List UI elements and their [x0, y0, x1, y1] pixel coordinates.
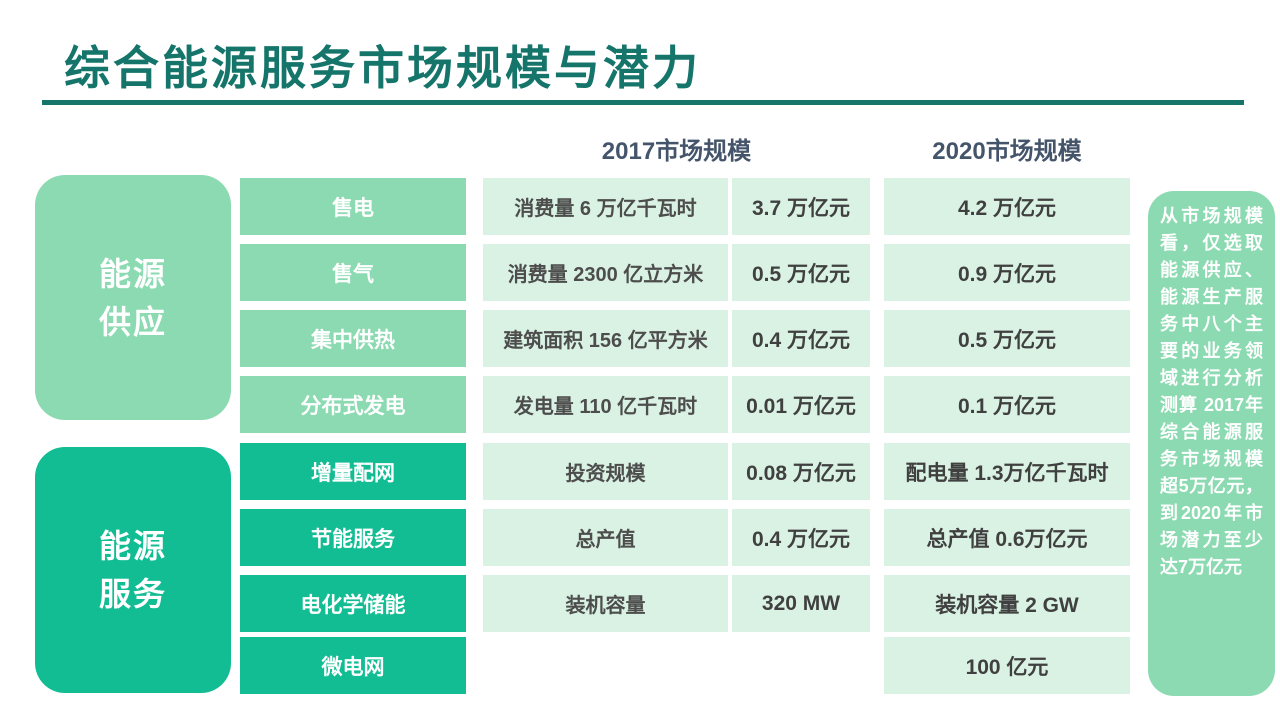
category-cell: 电化学储能 — [240, 575, 466, 632]
value-cell-2020: 配电量 1.3万亿千瓦时 — [884, 443, 1130, 500]
group-block-energy-service: 能源 服务 — [35, 447, 231, 693]
group-label-line: 供应 — [98, 303, 167, 340]
category-cell: 节能服务 — [240, 509, 466, 566]
value-cell-2020: 0.1 万亿元 — [884, 376, 1130, 433]
value-cell-2020: 100 亿元 — [884, 637, 1130, 694]
table-row: 分布式发电 发电量 110 亿千瓦时 0.01 万亿元 0.1 万亿元 — [0, 376, 1280, 433]
value-cell-2017: 3.7 万亿元 — [732, 178, 870, 235]
desc-cell-2017: 建筑面积 156 亿平方米 — [483, 310, 728, 367]
column-header-2020: 2020市场规模 — [932, 138, 1082, 165]
page-title: 综合能源服务市场规模与潜力 — [64, 42, 701, 94]
group-label-line: 能源 — [98, 255, 167, 292]
column-header-2017: 2017市场规模 — [601, 138, 752, 165]
table-row: 售电 消费量 6 万亿千瓦时 3.7 万亿元 4.2 万亿元 — [0, 178, 1280, 235]
category-cell: 微电网 — [240, 637, 466, 694]
value-cell-2017: 0.5 万亿元 — [732, 244, 870, 301]
table-row: 增量配网 投资规模 0.08 万亿元 配电量 1.3万亿千瓦时 — [0, 443, 1280, 500]
value-cell-2020: 总产值 0.6万亿元 — [884, 509, 1130, 566]
value-cell-2020: 装机容量 2 GW — [884, 575, 1130, 632]
group-label-line: 服务 — [98, 576, 167, 612]
category-cell: 集中供热 — [240, 310, 466, 367]
group-block-energy-supply: 能源 供应 — [35, 175, 231, 420]
value-cell-2020: 0.5 万亿元 — [884, 310, 1130, 367]
value-cell-2017: 0.4 万亿元 — [732, 509, 870, 566]
category-cell: 售气 — [240, 244, 466, 301]
title-underline — [42, 100, 1244, 105]
value-cell-2017: 320 MW — [732, 575, 870, 632]
desc-cell-2017: 装机容量 — [483, 575, 728, 632]
group-label-line: 能源 — [98, 528, 167, 564]
value-cell-2017: 0.08 万亿元 — [732, 443, 870, 500]
value-cell-2020: 0.9 万亿元 — [884, 244, 1130, 301]
table-row: 售气 消费量 2300 亿立方米 0.5 万亿元 0.9 万亿元 — [0, 244, 1280, 301]
value-cell-2017: 0.4 万亿元 — [732, 310, 870, 367]
table-row: 节能服务 总产值 0.4 万亿元 总产值 0.6万亿元 — [0, 509, 1280, 566]
desc-cell-2017: 投资规模 — [483, 443, 728, 500]
table-row: 集中供热 建筑面积 156 亿平方米 0.4 万亿元 0.5 万亿元 — [0, 310, 1280, 367]
value-cell-2017: 0.01 万亿元 — [732, 376, 870, 433]
category-cell: 分布式发电 — [240, 376, 466, 433]
category-cell: 售电 — [240, 178, 466, 235]
desc-cell-2017: 消费量 6 万亿千瓦时 — [483, 178, 728, 235]
sidebar-note: 从市场规模看，仅选取能源供应、能源生产服务中八个主要的业务领域进行分析测算 20… — [1148, 191, 1275, 696]
table-row: 微电网 100 亿元 — [0, 637, 1280, 694]
desc-cell-2017: 消费量 2300 亿立方米 — [483, 244, 728, 301]
desc-cell-2017: 发电量 110 亿千瓦时 — [483, 376, 728, 433]
table-row: 电化学储能 装机容量 320 MW 装机容量 2 GW — [0, 575, 1280, 632]
desc-cell-2017: 总产值 — [483, 509, 728, 566]
category-cell: 增量配网 — [240, 443, 466, 500]
value-cell-2020: 4.2 万亿元 — [884, 178, 1130, 235]
